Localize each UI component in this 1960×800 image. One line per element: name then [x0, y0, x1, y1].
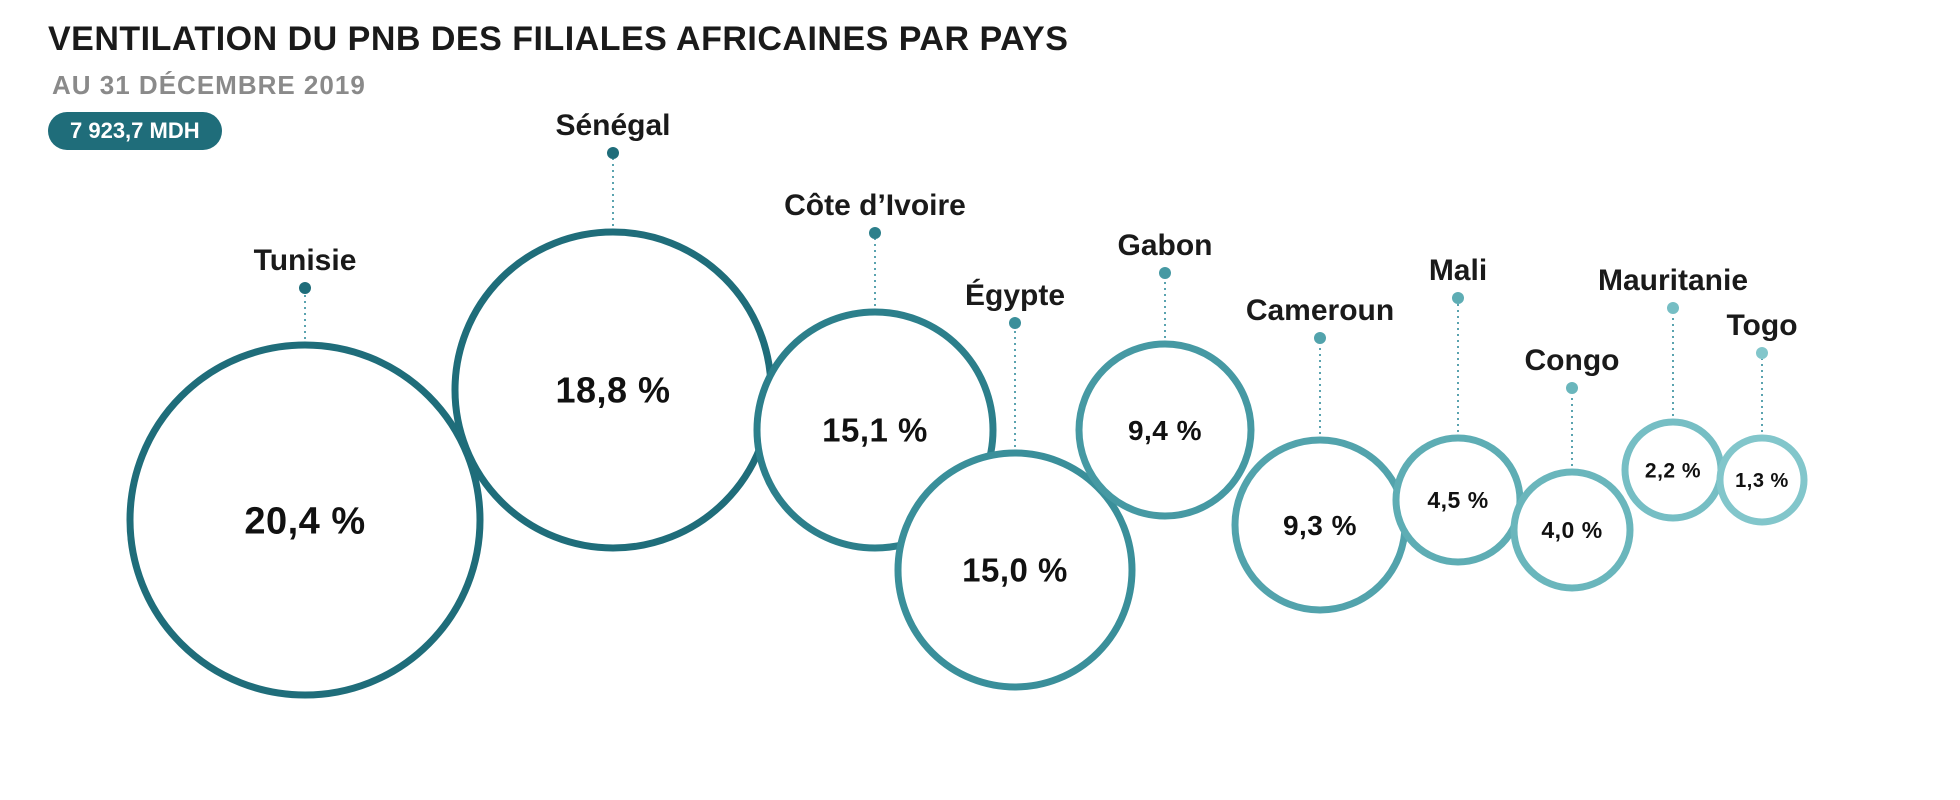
bubble-gabon: Gabon 9,4 % — [1079, 229, 1251, 516]
leader-dot — [1452, 292, 1464, 304]
leader-dot — [607, 147, 619, 159]
value-label: 18,8 % — [555, 370, 670, 411]
bubble-mali: Mali 4,5 % — [1396, 254, 1520, 562]
value-label: 4,5 % — [1427, 487, 1488, 513]
leader-dot — [1756, 347, 1768, 359]
value-label: 20,4 % — [244, 500, 365, 542]
leader-dot — [1314, 332, 1326, 344]
chart-container: VENTILATION DU PNB DES FILIALES AFRICAIN… — [0, 0, 1960, 800]
value-label: 4,0 % — [1541, 517, 1602, 543]
value-label: 9,3 % — [1283, 510, 1357, 541]
value-label: 15,1 % — [822, 412, 928, 449]
leader-dot — [869, 227, 881, 239]
country-label: Gabon — [1118, 229, 1213, 262]
bubble-chart: Tunisie 20,4 % Sénégal 18,8 % Côte d’Ivoire 1… — [0, 0, 1960, 800]
country-label: Mauritanie — [1598, 264, 1748, 297]
bubble-cameroun: Cameroun 9,3 % — [1235, 294, 1405, 610]
leader-dot — [1009, 317, 1021, 329]
leader-dot — [1566, 382, 1578, 394]
value-label: 9,4 % — [1128, 415, 1202, 446]
country-label: Mali — [1429, 254, 1487, 287]
leader-dot — [1667, 302, 1679, 314]
country-label: Tunisie — [254, 244, 357, 277]
country-label: Côte d’Ivoire — [784, 189, 966, 222]
bubble-togo: Togo 1,3 % — [1720, 309, 1804, 522]
leader-dot — [299, 282, 311, 294]
country-label: Cameroun — [1246, 294, 1394, 327]
bubble-congo: Congo 4,0 % — [1514, 344, 1630, 588]
value-label: 1,3 % — [1735, 470, 1789, 492]
value-label: 15,0 % — [962, 552, 1068, 589]
bubble-tunisie: Tunisie 20,4 % — [130, 244, 480, 695]
country-label: Sénégal — [555, 109, 670, 142]
country-label: Togo — [1726, 309, 1797, 342]
value-label: 2,2 % — [1645, 459, 1701, 482]
country-label: Congo — [1525, 344, 1620, 377]
leader-dot — [1159, 267, 1171, 279]
country-label: Égypte — [965, 278, 1065, 312]
bubble-s-n-gal: Sénégal 18,8 % — [455, 109, 771, 548]
